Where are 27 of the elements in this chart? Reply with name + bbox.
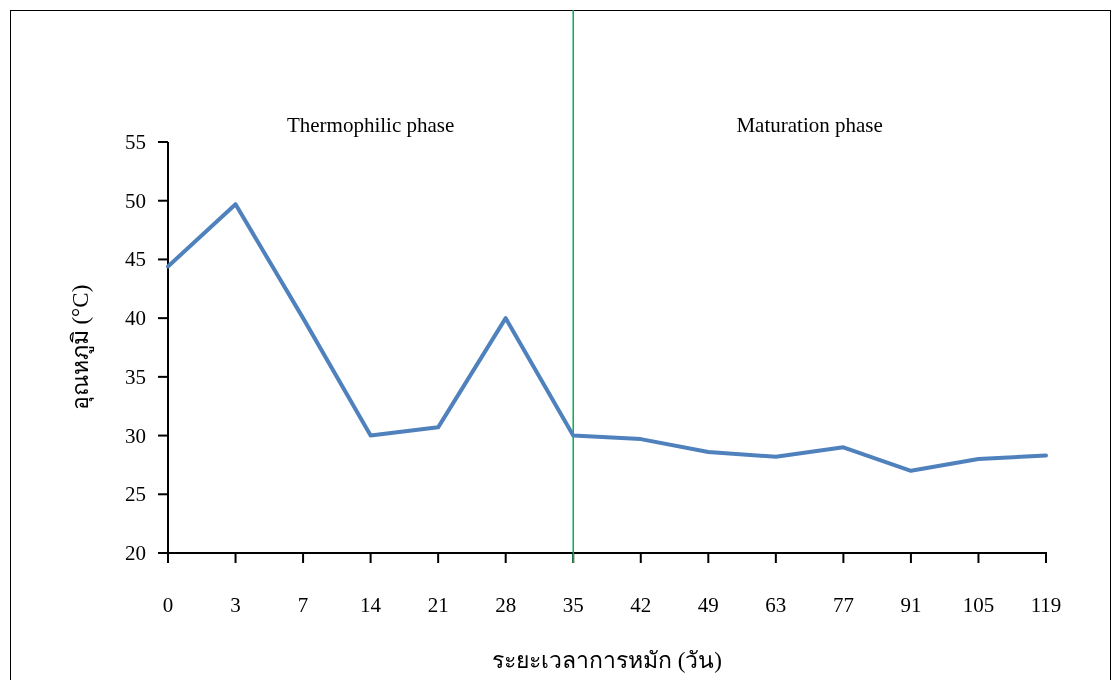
- x-tick-label: 0: [162, 593, 174, 617]
- x-tick-label: 105: [962, 593, 995, 617]
- text: Thermophilic phase: [286, 113, 455, 137]
- y-tick-label: 35: [125, 364, 146, 389]
- y-tick-label: 20: [125, 541, 146, 565]
- x-tick-label: 63: [765, 593, 787, 617]
- y-tick-label: 40: [125, 306, 146, 331]
- x-tick-label: 49: [697, 593, 719, 617]
- x-tick-label: 14: [360, 593, 382, 617]
- x-tick-label: 21: [427, 593, 449, 617]
- text: Maturation phase: [736, 113, 883, 137]
- x-tick-label: 42: [630, 593, 652, 617]
- y-tick-label: 50: [125, 188, 146, 213]
- y-tick-label: 45: [125, 247, 146, 272]
- x-tick-label: 28: [495, 593, 517, 617]
- x-tick-label: 77: [832, 593, 854, 617]
- y-axis-title: อุณหภูมิ (°C): [68, 284, 94, 411]
- x-tick-label: 3: [230, 593, 241, 617]
- y-tick-label: 55: [125, 130, 146, 154]
- x-tick-label: 35: [562, 593, 584, 617]
- line-series: [166, 202, 1048, 473]
- y-tick-label: 30: [125, 423, 146, 448]
- x-tick-label: 91: [900, 593, 922, 617]
- x-axis-title: ระยะเวลาการหมัก (วัน): [491, 648, 723, 673]
- y-tick-label: 25: [125, 482, 146, 507]
- x-tick-label: 7: [297, 593, 309, 617]
- x-tick-label: 119: [1030, 593, 1062, 617]
